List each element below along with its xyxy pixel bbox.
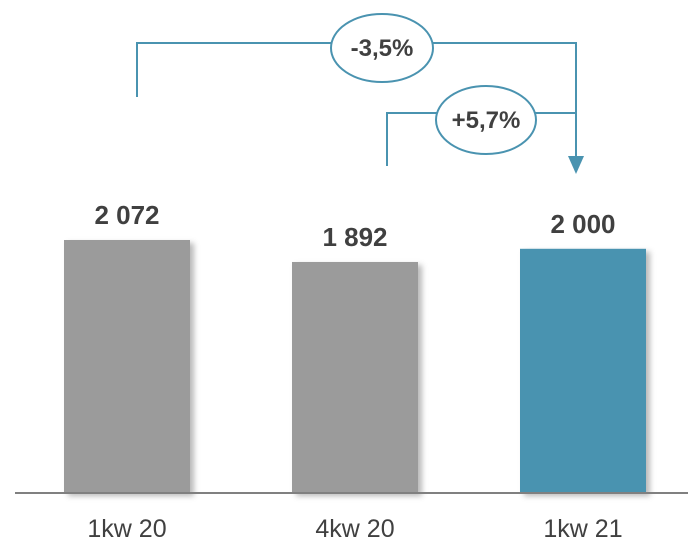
change-label-yoy: -3,5%	[351, 35, 414, 62]
change-bubble-qoq	[435, 85, 537, 155]
data-label-1kw-21: 2 000	[550, 209, 615, 239]
x-tick-label-4kw-20: 4kw 20	[315, 515, 394, 543]
bar-1kw-21	[520, 248, 646, 493]
arrow-down-icon	[568, 156, 584, 174]
x-tick-label-1kw-20: 1kw 20	[87, 515, 166, 543]
change-label-qoq: +5,7%	[452, 107, 521, 134]
bar-4kw-20	[292, 261, 418, 493]
data-label-4kw-20: 1 892	[322, 222, 387, 252]
bar-1kw-20	[64, 240, 190, 493]
x-tick-label-1kw-21: 1kw 21	[543, 515, 622, 543]
data-label-1kw-20: 2 072	[94, 200, 159, 230]
change-bubble-yoy	[330, 13, 434, 83]
